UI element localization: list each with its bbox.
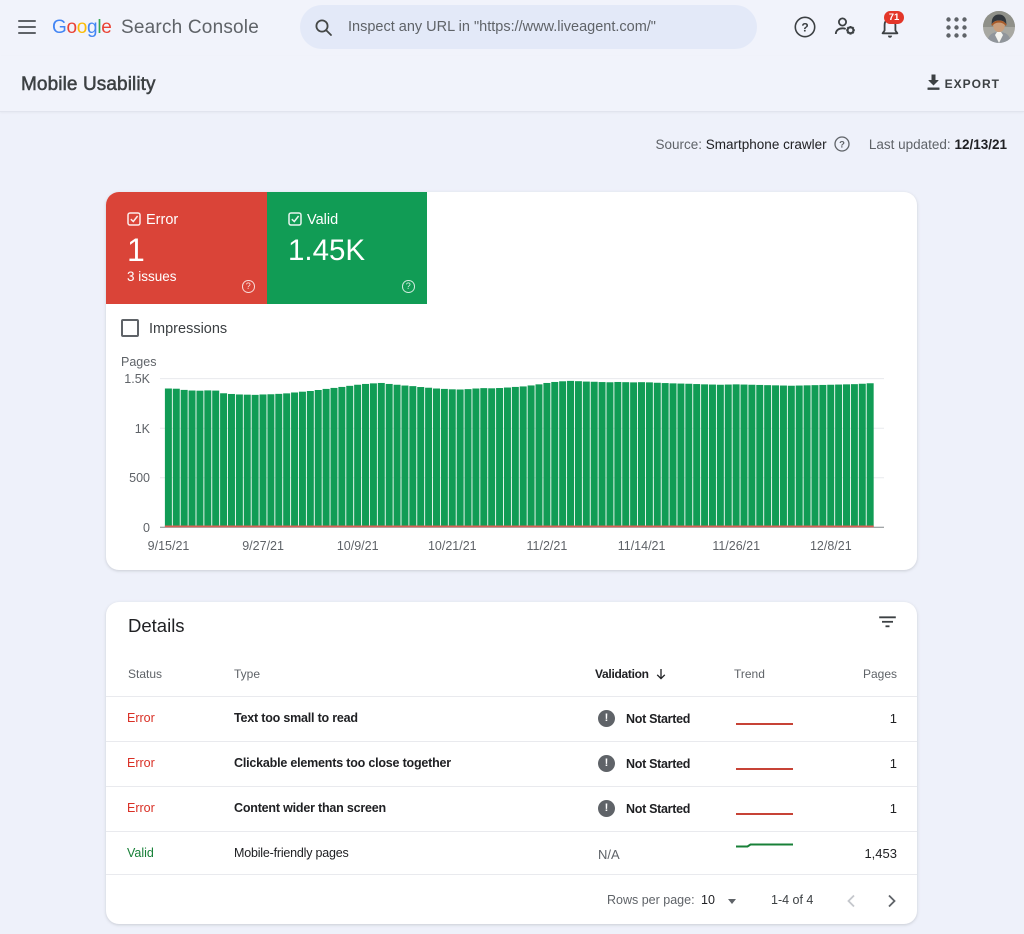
svg-text:?: ? [839, 139, 845, 150]
svg-text:?: ? [801, 21, 808, 35]
